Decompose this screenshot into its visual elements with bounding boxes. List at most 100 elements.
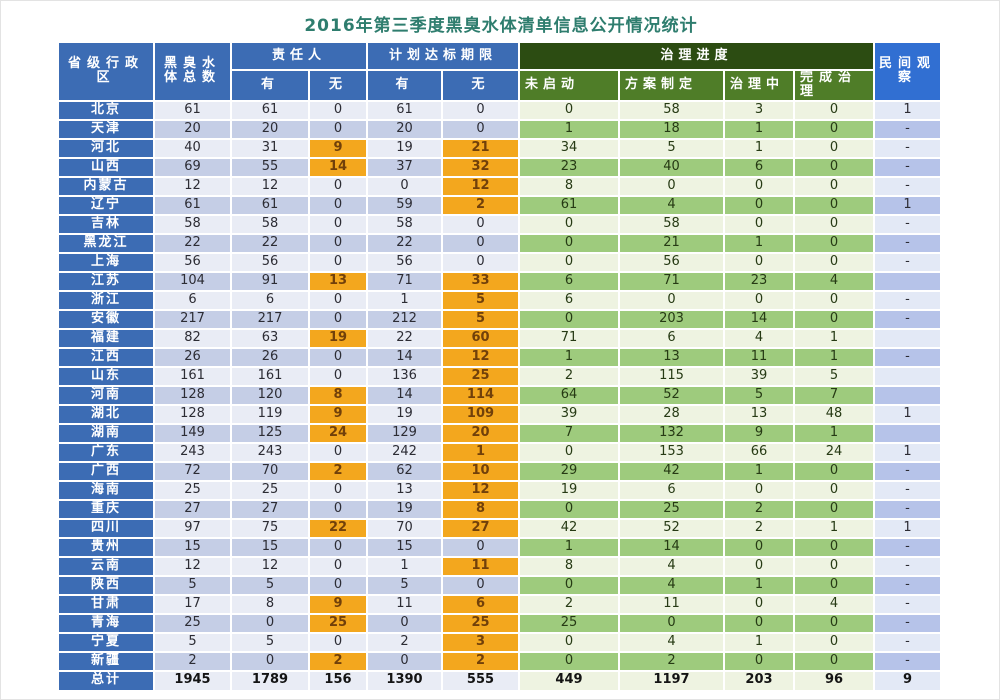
cell: 1197 — [620, 671, 723, 690]
cell: 0 — [232, 652, 308, 670]
cell: 13 — [620, 348, 723, 366]
row-label: 云南 — [59, 557, 153, 575]
cell: 0 — [443, 120, 518, 138]
row-label: 广西 — [59, 462, 153, 480]
cell: 1789 — [232, 671, 308, 690]
row-label: 重庆 — [59, 500, 153, 518]
cell: 0 — [795, 462, 873, 480]
cell: 9 — [875, 671, 940, 690]
cell: 0 — [310, 291, 366, 309]
cell: 0 — [795, 253, 873, 271]
cell: 1 — [725, 633, 793, 651]
cell: 5 — [620, 139, 723, 157]
cell: 2 — [443, 196, 518, 214]
cell: 0 — [520, 652, 618, 670]
row-label: 海南 — [59, 481, 153, 499]
cell: 13 — [310, 272, 366, 290]
col-header-plan-yes: 有 — [368, 71, 441, 100]
cell: 8 — [520, 177, 618, 195]
table-row: 江苏 104 91 13 71 33 6 71 23 4 — [59, 272, 940, 290]
cell: 61 — [155, 101, 230, 119]
cell: 0 — [795, 614, 873, 632]
cell: 2 — [368, 633, 441, 651]
table-row: 陕西 5 5 0 5 0 0 4 1 0- — [59, 576, 940, 594]
table-row: 天津 20 20 0 20 0 1 18 1 0- — [59, 120, 940, 138]
cell: 1 — [875, 196, 940, 214]
table-row: 福建 82 63 19 22 60 71 6 4 1 — [59, 329, 940, 347]
cell: 61 — [155, 196, 230, 214]
cell: - — [875, 557, 940, 575]
table-row: 上海 56 56 0 56 0 0 56 0 0- — [59, 253, 940, 271]
table-row: 河南 128 120 8 14 114 64 52 5 7 — [59, 386, 940, 404]
cell: 153 — [620, 443, 723, 461]
table-row: 青海 25 0 25 0 25 25 0 0 0- — [59, 614, 940, 632]
table-row: 内蒙古 12 12 0 0 12 8 0 0 0- — [59, 177, 940, 195]
cell: 449 — [520, 671, 618, 690]
cell: 0 — [795, 538, 873, 556]
cell: 20 — [155, 120, 230, 138]
cell: 25 — [155, 481, 230, 499]
cell: 23 — [725, 272, 793, 290]
table-row: 湖北 128 119 9 19 109 39 28 13 48 1 — [59, 405, 940, 423]
cell: 12 — [443, 481, 518, 499]
row-label: 福建 — [59, 329, 153, 347]
cell: 0 — [310, 253, 366, 271]
cell: 0 — [520, 234, 618, 252]
table-row: 广西 72 70 2 62 10 29 42 1 0- — [59, 462, 940, 480]
col-header-plan-no: 无 — [443, 71, 518, 100]
row-label: 总计 — [59, 671, 153, 690]
cell: 0 — [520, 633, 618, 651]
cell: 1 — [520, 538, 618, 556]
cell: 0 — [310, 576, 366, 594]
row-label: 河南 — [59, 386, 153, 404]
cell: 0 — [795, 291, 873, 309]
cell: 6 — [620, 481, 723, 499]
cell: 0 — [520, 215, 618, 233]
cell: 1 — [795, 424, 873, 442]
cell: 0 — [443, 538, 518, 556]
cell: - — [875, 120, 940, 138]
cell: 2 — [520, 595, 618, 613]
cell: 0 — [310, 177, 366, 195]
cell: 0 — [520, 576, 618, 594]
cell: 1 — [725, 462, 793, 480]
cell: 18 — [620, 120, 723, 138]
row-label: 内蒙古 — [59, 177, 153, 195]
cell: 6 — [155, 291, 230, 309]
cell: - — [875, 177, 940, 195]
cell: 0 — [795, 500, 873, 518]
cell: 19 — [368, 405, 441, 423]
cell: 5 — [443, 291, 518, 309]
cell: 48 — [795, 405, 873, 423]
col-group-responsible: 责任人 — [232, 43, 366, 69]
cell: 21 — [443, 139, 518, 157]
cell: 1 — [875, 405, 940, 423]
table-row: 黑龙江 22 22 0 22 0 0 21 1 0- — [59, 234, 940, 252]
cell: 0 — [443, 234, 518, 252]
cell: 22 — [232, 234, 308, 252]
cell: 11 — [443, 557, 518, 575]
cell: 1 — [368, 557, 441, 575]
cell: 5 — [725, 386, 793, 404]
cell: 161 — [155, 367, 230, 385]
cell: 70 — [232, 462, 308, 480]
table-row: 吉林 58 58 0 58 0 0 58 0 0- — [59, 215, 940, 233]
cell: 0 — [520, 500, 618, 518]
cell: 15 — [155, 538, 230, 556]
cell: 42 — [620, 462, 723, 480]
cell: 243 — [155, 443, 230, 461]
cell: 1945 — [155, 671, 230, 690]
cell: 161 — [232, 367, 308, 385]
cell: 71 — [520, 329, 618, 347]
cell: 25 — [443, 367, 518, 385]
cell: 27 — [155, 500, 230, 518]
row-label: 天津 — [59, 120, 153, 138]
cell: 0 — [795, 101, 873, 119]
cell: 0 — [725, 177, 793, 195]
cell: 72 — [155, 462, 230, 480]
cell: 11 — [368, 595, 441, 613]
cell — [875, 272, 940, 290]
cell: 6 — [520, 272, 618, 290]
cell: 0 — [620, 291, 723, 309]
cell: 22 — [368, 329, 441, 347]
